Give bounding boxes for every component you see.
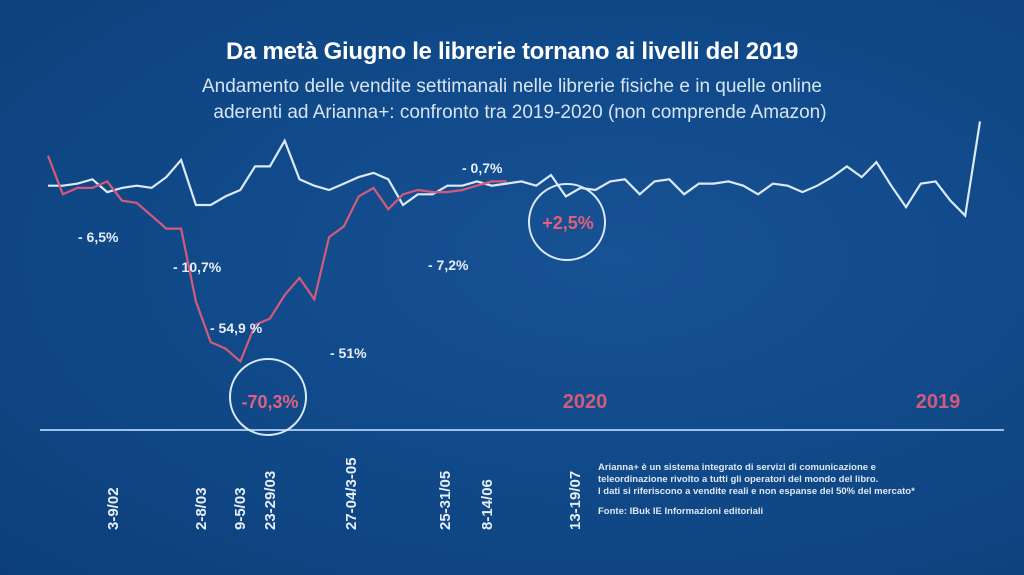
footnote-line-3: I dati si riferiscono a vendite reali e … (598, 486, 915, 497)
footnote-line-1: Arianna+ è un sistema integrato di servi… (598, 462, 876, 473)
footnote: Arianna+ è un sistema integrato di servi… (598, 462, 1018, 518)
annotation-label: - 54,9 % (210, 320, 263, 336)
x-tick-label: 8-14/06 (479, 479, 496, 530)
x-tick-label: 2-8/03 (193, 487, 210, 530)
series-line-2019 (48, 121, 982, 219)
legend-label-2019: 2019 (916, 391, 961, 413)
chart-title: Da metà Giugno le librerie tornano ai li… (226, 38, 798, 65)
x-tick-label: 25-31/05 (437, 471, 454, 530)
x-tick-label: 27-04/3-05 (343, 457, 360, 530)
footnote-line-2: teleordinazione rivolto a tutti gli oper… (598, 474, 879, 485)
annotation-circle (528, 183, 606, 261)
x-tick-label: 23-29/03 (262, 471, 279, 530)
x-tick-label: 9-5/03 (232, 487, 249, 530)
annotation-label: - 10,7% (173, 259, 222, 275)
annotation-circle (229, 358, 307, 436)
annotation-label: -70,3% (241, 392, 298, 412)
x-tick-label: 13-19/07 (567, 471, 584, 530)
legend-label-2020: 2020 (563, 391, 608, 413)
annotation-label: - 7,2% (428, 257, 469, 273)
annotation-label: - 6,5% (78, 229, 119, 245)
annotation-label: +2,5% (542, 213, 594, 233)
annotation-label: - 51% (330, 345, 367, 361)
chart-subtitle-line-2: aderenti ad Arianna+: confronto tra 2019… (213, 102, 827, 123)
chart-subtitle-line-1: Andamento delle vendite settimanali nell… (202, 76, 822, 97)
annotation-label: - 0,7% (462, 160, 503, 176)
x-tick-label: 3-9/02 (105, 487, 122, 530)
series-line-2020 (46, 155, 507, 364)
footnote-source: Fonte: IBuk IE Informazioni editoriali (598, 506, 764, 517)
